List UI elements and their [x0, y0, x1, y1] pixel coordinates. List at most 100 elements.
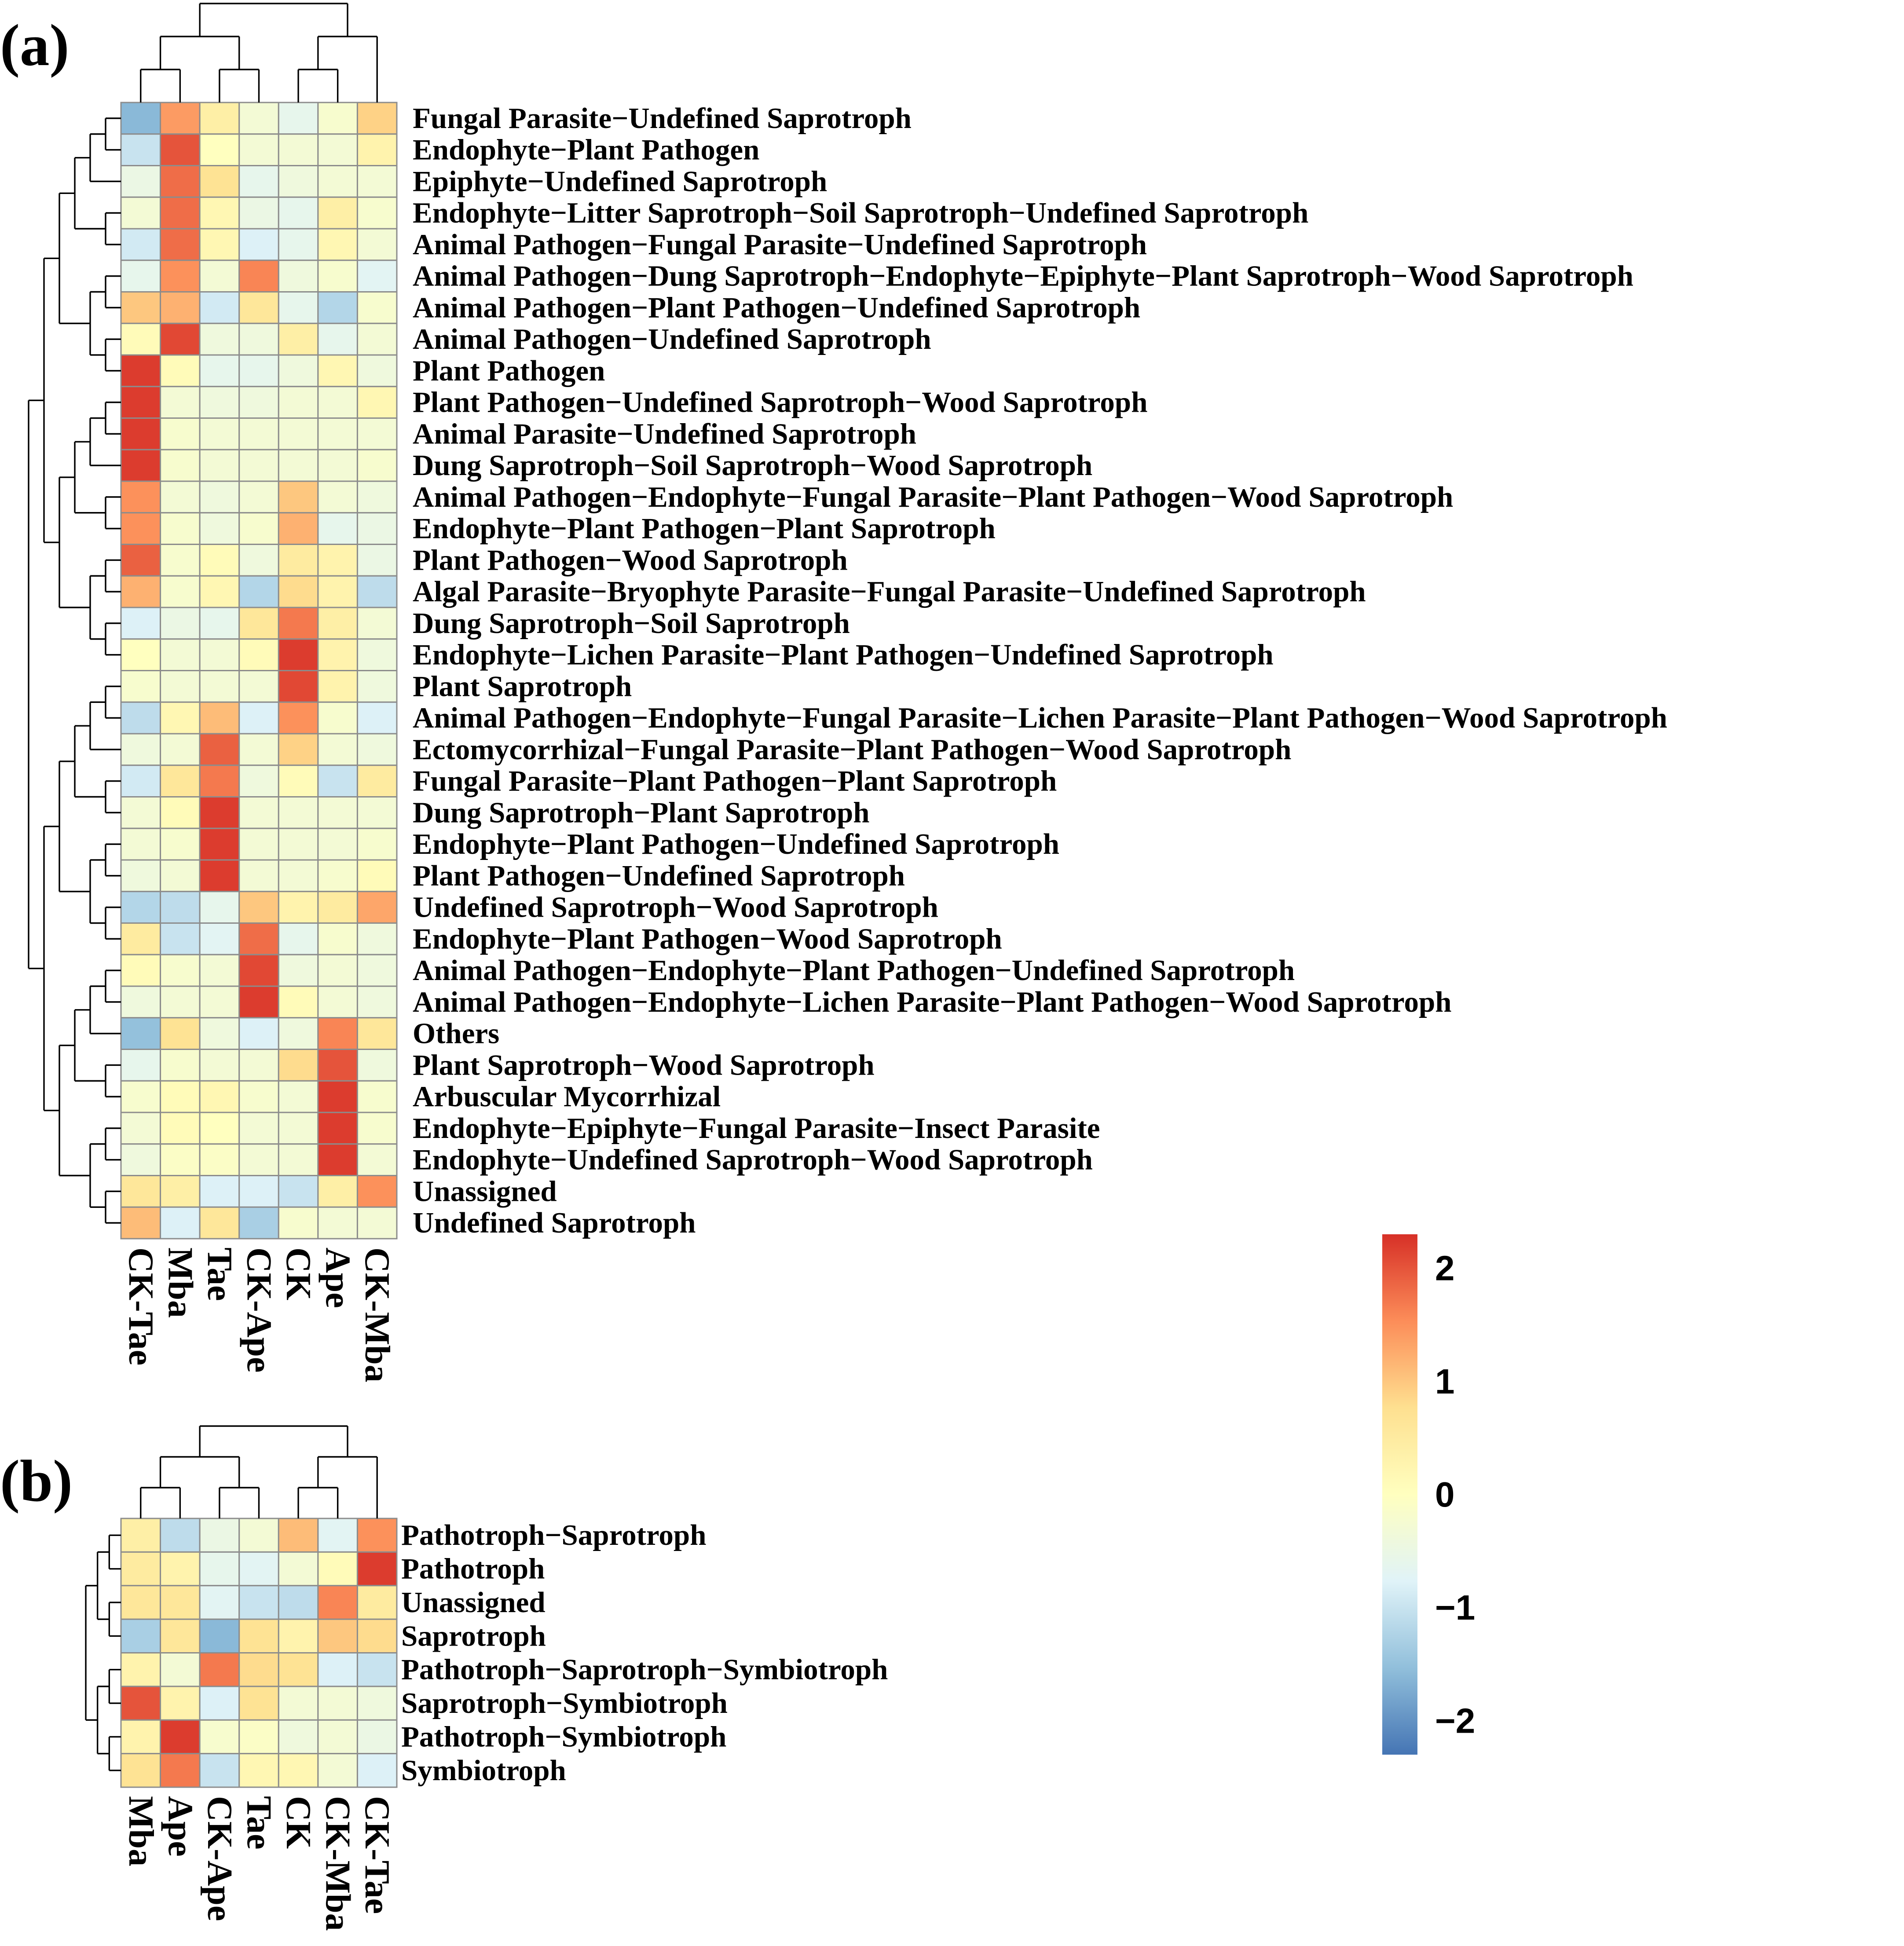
heatmap-cell: [238, 291, 279, 324]
legend-tick-label: 1: [1435, 1362, 1455, 1401]
heatmap-cell: [238, 1652, 279, 1687]
heatmap-cell: [356, 733, 398, 766]
heatmap-cell: [238, 575, 279, 608]
heatmap-cell: [160, 922, 201, 955]
heatmap-cell: [199, 796, 240, 829]
heatmap-cell: [356, 670, 398, 703]
row-label: Algal Parasite−Bryophyte Parasite−Fungal…: [413, 575, 1366, 608]
heatmap-cell: [160, 891, 201, 924]
heatmap-cell: [160, 638, 201, 671]
heatmap-cell: [120, 1206, 161, 1240]
row-label: Animal Pathogen−Plant Pathogen−Undefined…: [413, 291, 1140, 324]
heatmap-cell: [160, 102, 201, 135]
heatmap-cell: [317, 1143, 358, 1176]
row-label: Pathotroph−Saprotroph−Symbiotroph: [401, 1653, 888, 1686]
heatmap-cell: [120, 1551, 161, 1587]
heatmap-cell: [278, 417, 319, 450]
heatmap-cell: [199, 954, 240, 987]
heatmap-cell: [238, 1518, 279, 1553]
heatmap-cell: [356, 575, 398, 608]
heatmap-cell: [238, 1551, 279, 1587]
heatmap-cell: [278, 133, 319, 166]
heatmap-cell: [278, 386, 319, 419]
heatmap-cell: [356, 1652, 398, 1687]
heatmap-cell: [120, 260, 161, 293]
heatmap-cell: [278, 260, 319, 293]
heatmap-cell: [356, 1518, 398, 1553]
heatmap-cell: [238, 891, 279, 924]
heatmap-cell: [238, 322, 279, 356]
row-label: Plant Saprotroph−Wood Saprotroph: [413, 1049, 875, 1081]
heatmap-cell: [238, 228, 279, 261]
heatmap-cell: [278, 985, 319, 1019]
column-label: Mba: [161, 1247, 199, 1318]
column-label: CK: [279, 1247, 318, 1300]
heatmap-cell: [160, 1143, 201, 1176]
row-label: Others: [413, 1017, 499, 1050]
heatmap-cell: [120, 701, 161, 735]
heatmap-cell: [160, 954, 201, 987]
heatmap-cell: [356, 607, 398, 640]
heatmap-cell: [120, 196, 161, 230]
heatmap-cell: [199, 922, 240, 955]
heatmap-cell: [356, 1143, 398, 1176]
heatmap-cell: [317, 228, 358, 261]
heatmap-cell: [356, 764, 398, 797]
heatmap-cell: [317, 1017, 358, 1050]
heatmap-cell: [317, 1518, 358, 1553]
heatmap-cell: [199, 480, 240, 514]
heatmap-cell: [278, 1518, 319, 1553]
column-label: CK-Ape: [200, 1796, 239, 1921]
heatmap-cell: [238, 638, 279, 671]
row-label: Animal Parasite−Undefined Saprotroph: [413, 417, 916, 450]
heatmap-cell: [278, 1080, 319, 1113]
row-label: Animal Pathogen−Endophyte−Plant Pathogen…: [413, 954, 1295, 987]
heatmap-cell: [356, 228, 398, 261]
heatmap-cell: [199, 1652, 240, 1687]
heatmap-cell: [317, 544, 358, 577]
row-label: Epiphyte−Undefined Saprotroph: [413, 165, 827, 198]
heatmap-cell: [120, 480, 161, 514]
heatmap-cell: [160, 733, 201, 766]
heatmap-cell: [199, 733, 240, 766]
heatmap-cell: [278, 544, 319, 577]
heatmap-cell: [160, 322, 201, 356]
heatmap-cell: [317, 1175, 358, 1208]
heatmap-cell: [120, 165, 161, 198]
heatmap-cell: [160, 1686, 201, 1721]
row-label: Plant Pathogen−Wood Saprotroph: [413, 544, 848, 576]
heatmap-cell: [160, 575, 201, 608]
heatmap-cell: [199, 102, 240, 135]
heatmap-cell: [356, 1618, 398, 1653]
heatmap-cell: [356, 196, 398, 230]
heatmap-cell: [238, 1686, 279, 1721]
heatmap-cell: [238, 1049, 279, 1082]
heatmap-cell: [120, 386, 161, 419]
heatmap-cell: [120, 859, 161, 893]
row-label: Plant Pathogen−Undefined Saprotroph: [413, 860, 905, 892]
heatmap-cell: [278, 764, 319, 797]
row-label: Endophyte−Epiphyte−Fungal Parasite−Insec…: [413, 1112, 1100, 1145]
heatmap-cell: [120, 764, 161, 797]
heatmap-cell: [356, 701, 398, 735]
heatmap-cell: [238, 512, 279, 545]
heatmap-cell: [356, 102, 398, 135]
heatmap-cell: [120, 922, 161, 955]
heatmap-cell: [160, 1551, 201, 1587]
heatmap-cell: [356, 165, 398, 198]
heatmap-cell: [160, 1206, 201, 1240]
heatmap-cell: [160, 1049, 201, 1082]
heatmap-cell: [278, 1175, 319, 1208]
heatmap-cell: [199, 1049, 240, 1082]
heatmap-cell: [199, 1585, 240, 1620]
legend-tick-label: −1: [1435, 1588, 1475, 1627]
heatmap-cell: [160, 291, 201, 324]
heatmap-cell: [317, 102, 358, 135]
row-label: Undefined Saprotroph: [413, 1207, 696, 1239]
heatmap-cell: [120, 891, 161, 924]
heatmap-cell: [356, 1080, 398, 1113]
row-label: Animal Pathogen−Fungal Parasite−Undefine…: [413, 228, 1147, 261]
heatmap-cell: [278, 638, 319, 671]
legend-tick-label: 2: [1435, 1249, 1455, 1288]
heatmap-cell: [120, 1585, 161, 1620]
